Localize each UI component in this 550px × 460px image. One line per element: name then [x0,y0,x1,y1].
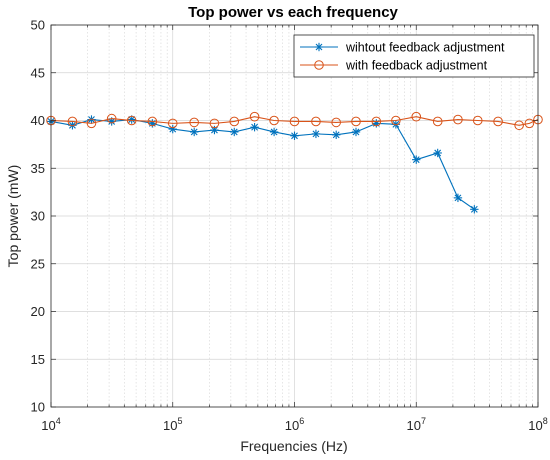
grid [51,25,538,407]
circle-marker [86,118,97,129]
circle-marker [126,115,137,126]
y-tick-label: 20 [31,304,45,319]
legend-entry: wihtout feedback adjustment [300,41,505,55]
legend-box [293,34,535,78]
y-tick-label: 30 [31,209,45,224]
y-tick-label: 10 [31,400,45,415]
y-tick-label: 45 [31,65,45,80]
x-tick-label: 107 [407,416,426,433]
y-tick-label: 35 [31,161,45,176]
series-layer [46,111,543,214]
asterisk-marker [433,148,442,158]
x-tick-label: 106 [285,416,304,433]
circle-marker [514,120,524,131]
asterisk-marker [250,122,259,132]
y-axis-label: Top power (mW) [5,165,21,268]
circle-marker [209,118,220,129]
circle-marker [453,114,463,125]
x-axis-label: Frequencies (Hz) [240,438,347,454]
circle-marker [391,115,401,126]
circle-marker [432,116,443,127]
legend-label: with feedback adjustment [345,59,488,73]
asterisk-marker [470,205,479,214]
asterisk-marker [314,42,324,52]
circle-marker [106,113,117,124]
asterisk-marker [127,115,136,124]
y-tick-label: 25 [31,256,45,271]
legend-items: wihtout feedback adjustment with feedback… [300,41,505,73]
circle-marker [411,111,422,122]
axis-ticks [50,24,539,408]
asterisk-marker [351,127,361,137]
series-2 [46,111,543,131]
circle-marker [351,116,361,127]
asterisk-marker [372,119,381,128]
circle-marker [331,117,341,128]
legend: wihtout feedback adjustment with feedback… [293,34,535,78]
x-tick-labels: 104 105 106 107 108 [41,416,547,433]
asterisk-marker [412,155,421,164]
series-line [50,118,475,210]
legend-label: wihtout feedback adjustment [345,41,505,55]
asterisk-marker [148,119,157,128]
asterisk-marker [331,130,341,140]
circle-marker [311,116,321,127]
asterisk-marker [269,127,279,137]
legend-entry: with feedback adjustment [300,59,488,73]
asterisk-marker [453,193,463,203]
chart-title: Top power vs each frequency [188,4,398,21]
y-tick-label: 40 [31,113,45,128]
circle-marker [314,60,324,70]
circle-marker [493,116,503,127]
circle-marker [189,117,199,128]
circle-marker [524,118,535,129]
asterisk-marker [290,131,299,140]
circle-marker [67,116,78,127]
circle-marker [269,115,279,126]
x-tick-label: 104 [41,416,60,433]
y-tick-labels: 10 15 20 25 30 35 40 45 50 [31,18,45,415]
asterisk-marker [189,127,199,137]
circle-marker [371,116,382,127]
series-line [50,116,539,126]
asterisk-marker [230,127,239,137]
circle-marker [249,111,260,122]
x-tick-label: 105 [163,416,182,433]
circle-marker [167,118,178,129]
circle-marker [229,116,240,127]
circle-marker [147,116,158,127]
asterisk-marker [311,129,321,139]
circle-marker [289,116,300,127]
x-tick-label: 108 [528,416,547,433]
y-tick-label: 50 [31,18,45,33]
circle-marker [472,115,483,126]
y-tick-label: 15 [31,352,45,367]
